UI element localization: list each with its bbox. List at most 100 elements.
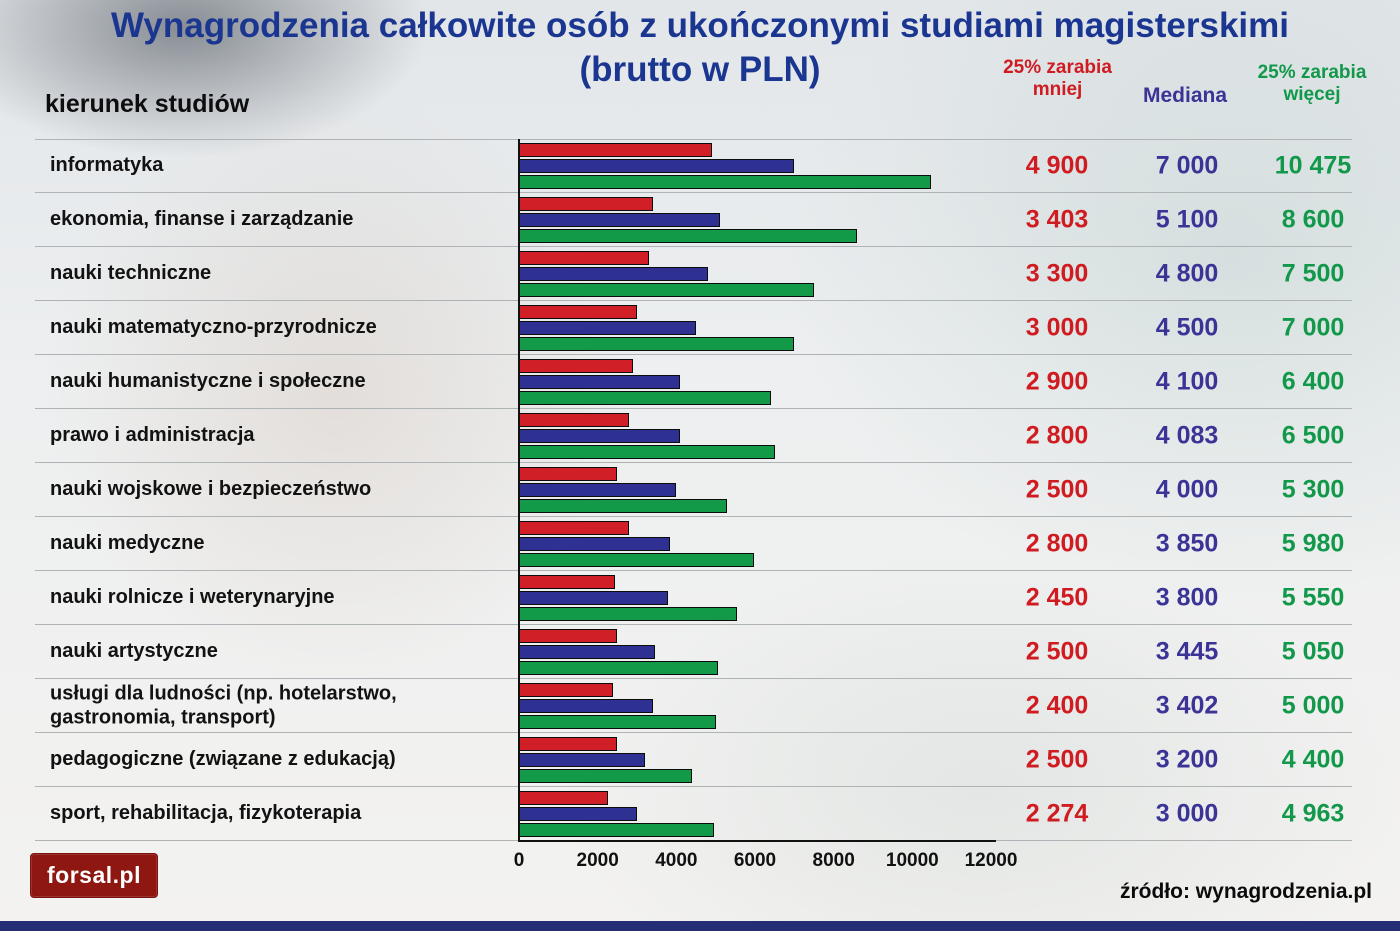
bar-more (519, 823, 714, 837)
bar-group (519, 467, 727, 513)
bar-less (519, 467, 617, 481)
value-more: 5 980 (1281, 529, 1345, 558)
category-label: nauki artystyczne (50, 640, 218, 663)
bar-median (519, 753, 645, 767)
bar-less (519, 629, 617, 643)
chart-rows: informatyka 4 900 7 000 10 475 ekonomia, fin… (0, 139, 1400, 841)
bar-group (519, 251, 814, 297)
bar-more (519, 769, 692, 783)
bar-median (519, 807, 637, 821)
chart-row: nauki artystyczne 2 500 3 445 5 050 (0, 625, 1400, 679)
value-less: 3 403 (1025, 205, 1089, 234)
bar-less (519, 683, 613, 697)
value-less: 2 450 (1025, 583, 1089, 612)
category-label: nauki humanistyczne i społeczne (50, 370, 366, 393)
value-less: 3 300 (1025, 259, 1089, 288)
value-median: 4 000 (1155, 475, 1219, 504)
bar-more (519, 175, 931, 189)
chart-row: sport, rehabilitacja, fizykoterapia 2 274… (0, 787, 1400, 841)
bar-more (519, 499, 727, 513)
column-header-25-less: 25% zarabia mniej (1003, 57, 1112, 100)
value-more: 5 550 (1281, 583, 1345, 612)
value-less: 2 400 (1025, 691, 1089, 720)
value-less: 2 500 (1025, 745, 1089, 774)
bar-median (519, 483, 676, 497)
category-label: nauki matematyczno-przyrodnicze (50, 316, 377, 339)
bar-less (519, 413, 629, 427)
source-credit: źródło: wynagrodzenia.pl (1119, 880, 1372, 903)
x-tick-label: 0 (513, 850, 525, 871)
value-less: 2 800 (1025, 529, 1089, 558)
value-median: 3 402 (1155, 691, 1219, 720)
bar-median (519, 321, 696, 335)
bar-group (519, 737, 692, 783)
value-more: 4 963 (1281, 799, 1345, 828)
forsal-logo: forsal.pl (30, 853, 158, 898)
chart-row: prawo i administracja 2 800 4 083 6 500 (0, 409, 1400, 463)
chart-row: nauki rolnicze i weterynaryjne 2 450 3 800… (0, 571, 1400, 625)
bar-more (519, 661, 718, 675)
value-median: 3 445 (1155, 637, 1219, 666)
category-label: informatyka (50, 154, 164, 177)
value-less: 2 500 (1025, 637, 1089, 666)
value-less: 4 900 (1025, 151, 1089, 180)
value-median: 4 100 (1155, 367, 1219, 396)
x-tick-label: 8000 (812, 850, 855, 871)
value-more: 7 500 (1281, 259, 1345, 288)
value-median: 4 500 (1155, 313, 1219, 342)
bar-less (519, 143, 712, 157)
bar-group (519, 629, 718, 675)
value-more: 5 300 (1281, 475, 1345, 504)
value-median: 5 100 (1155, 205, 1219, 234)
bar-group (519, 359, 771, 405)
bar-more (519, 337, 794, 351)
bar-median (519, 375, 680, 389)
category-label: nauki techniczne (50, 262, 212, 285)
value-less: 2 900 (1025, 367, 1089, 396)
category-label: ekonomia, finanse i zarządzanie (50, 208, 354, 231)
value-less: 2 500 (1025, 475, 1089, 504)
value-more: 5 050 (1281, 637, 1345, 666)
bar-less (519, 197, 653, 211)
value-median: 7 000 (1155, 151, 1219, 180)
bar-less (519, 521, 629, 535)
bar-median (519, 213, 720, 227)
bar-less (519, 359, 633, 373)
bar-median (519, 699, 653, 713)
chart-row: nauki wojskowe i bezpieczeństwo 2 500 4 00… (0, 463, 1400, 517)
x-tick-label: 2000 (576, 850, 619, 871)
chart-row: pedagogiczne (związane z edukacją) 2 500 3… (0, 733, 1400, 787)
value-more: 8 600 (1281, 205, 1345, 234)
bar-more (519, 715, 716, 729)
value-median: 4 800 (1155, 259, 1219, 288)
value-more: 5 000 (1281, 691, 1345, 720)
x-tick-label: 12000 (964, 850, 1018, 871)
value-more: 10 475 (1274, 151, 1352, 180)
x-tick-label: 4000 (655, 850, 698, 871)
bar-group (519, 575, 737, 621)
bar-more (519, 607, 737, 621)
forsal-logo-text: forsal.pl (47, 862, 141, 888)
bar-median (519, 591, 668, 605)
bar-median (519, 159, 794, 173)
value-less: 2 800 (1025, 421, 1089, 450)
bar-more (519, 283, 814, 297)
value-less: 2 274 (1025, 799, 1089, 828)
category-label: nauki rolnicze i weterynaryjne (50, 586, 335, 609)
value-median: 3 800 (1155, 583, 1219, 612)
value-median: 4 083 (1155, 421, 1219, 450)
bar-median (519, 267, 708, 281)
bar-median (519, 537, 670, 551)
bar-group (519, 305, 794, 351)
bar-less (519, 251, 649, 265)
category-axis-title: kierunek studiów (45, 90, 250, 118)
bar-group (519, 683, 716, 729)
category-label: usługi dla ludności (np. hotelarstwo, ga… (50, 682, 397, 728)
category-label: sport, rehabilitacja, fizykoterapia (50, 802, 362, 825)
value-more: 6 400 (1281, 367, 1345, 396)
chart-row: informatyka 4 900 7 000 10 475 (0, 139, 1400, 193)
x-axis-ticks: 0 2000 4000 6000 8000 10000 12000 (0, 850, 1400, 878)
x-axis-line (518, 840, 996, 842)
value-median: 3 000 (1155, 799, 1219, 828)
chart-row: nauki matematyczno-przyrodnicze 3 000 4 50… (0, 301, 1400, 355)
